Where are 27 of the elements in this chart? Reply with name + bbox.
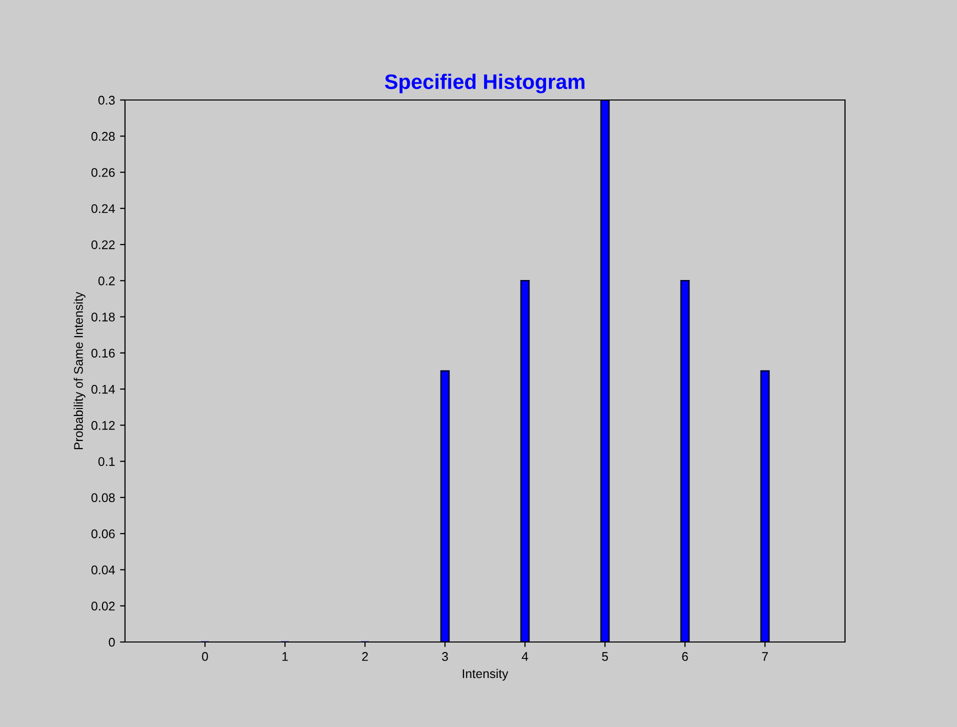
y-tick-label: 0.04 [91, 566, 115, 574]
x-tick-label: 5 [602, 652, 608, 661]
x-tick-label: 0 [202, 652, 208, 661]
y-tick-label: 0.28 [91, 132, 115, 141]
x-tick-label: 6 [682, 652, 688, 661]
x-tick-label: 2 [362, 652, 368, 661]
x-axis-title: Intensity [462, 668, 508, 681]
y-tick-label: 0.12 [91, 421, 115, 430]
y-tick-label: 0.14 [91, 384, 115, 394]
y-tick-label: 0.08 [91, 493, 115, 502]
y-tick-label: 0.26 [91, 168, 115, 177]
x-tick-label: 1 [282, 652, 288, 661]
x-tick-label: 4 [522, 652, 528, 661]
x-tick-label: 7 [762, 652, 768, 661]
chart-title: Specified Histogram [384, 74, 584, 94]
y-tick-label: 0.2 [98, 276, 115, 286]
y-tick-label: 0.18 [91, 312, 115, 322]
y-tick-label: 0.16 [91, 348, 115, 358]
y-tick-label: 0.3 [98, 96, 115, 105]
y-tick-label: 0.02 [91, 602, 115, 611]
y-tick-label: 0.22 [91, 240, 115, 250]
y-tick-label: 0.06 [91, 529, 115, 538]
y-tick-label: 0 [108, 638, 115, 647]
y-tick-label: 0.24 [91, 204, 115, 214]
y-tick-label: 0.1 [98, 457, 115, 466]
x-tick-label: 3 [442, 652, 448, 661]
y-axis-title: Probability of Same Intensity [74, 292, 86, 450]
